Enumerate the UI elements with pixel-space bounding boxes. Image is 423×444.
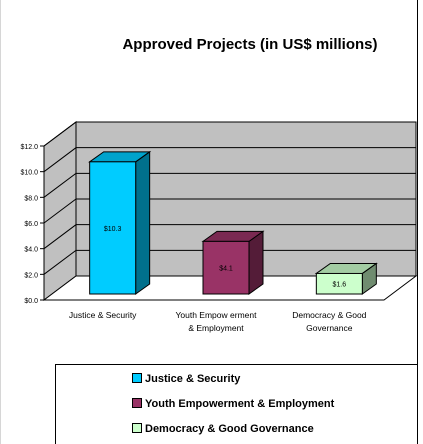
plot-area: $0.0 $2.0 $4.0 $6.0 $8.0 $10.0 $12.0 $10.3 $4.1… bbox=[20, 121, 418, 333]
legend: Justice & Security Youth Empowerment & E… bbox=[55, 364, 417, 444]
bar-youth: $4.1 bbox=[201, 230, 265, 295]
bar-justice: $10.3 bbox=[88, 150, 152, 295]
frame-border-right bbox=[417, 0, 418, 444]
gridline bbox=[43, 121, 416, 147]
y-tick-label: $12.0 bbox=[20, 144, 38, 151]
bar-side bbox=[135, 150, 151, 295]
legend-swatch-youth bbox=[132, 398, 142, 408]
gridline bbox=[43, 249, 416, 275]
chart-title: Approved Projects (in US$ millions) bbox=[122, 36, 378, 53]
legend-swatch-democracy bbox=[132, 423, 142, 433]
bar-front bbox=[202, 240, 250, 295]
x-tick-label: & Employment bbox=[188, 323, 244, 333]
frame-border-left bbox=[0, 0, 1, 444]
legend-item-democracy: Democracy & Good Governance bbox=[132, 423, 314, 435]
bar-front bbox=[315, 272, 363, 295]
bar-democracy: $1.6 bbox=[314, 262, 378, 295]
data-label: $4.1 bbox=[219, 266, 233, 273]
gridline bbox=[43, 147, 416, 173]
gridlines bbox=[43, 121, 416, 275]
gridline bbox=[43, 198, 416, 224]
y-tick-label: $8.0 bbox=[24, 195, 38, 202]
legend-swatch-justice bbox=[132, 373, 142, 383]
legend-item-youth: Youth Empowerment & Employment bbox=[132, 398, 334, 410]
legend-label-justice: Justice & Security bbox=[145, 373, 241, 385]
bars: $10.3 $4.1 $1.6 bbox=[88, 150, 378, 295]
x-tick-label: Governance bbox=[306, 323, 353, 333]
bar-front bbox=[89, 161, 137, 295]
y-tick-label: $6.0 bbox=[24, 221, 38, 228]
y-axis-ticks: $0.0 $2.0 $4.0 $6.0 $8.0 $10.0 $12.0 bbox=[20, 144, 44, 305]
y-tick-label: $4.0 bbox=[24, 247, 38, 254]
legend-item-justice: Justice & Security bbox=[132, 373, 240, 385]
data-label: $1.6 bbox=[333, 282, 347, 289]
y-tick-label: $10.0 bbox=[20, 170, 38, 177]
x-tick-label: Democracy & Good bbox=[292, 310, 366, 320]
legend-label-democracy: Democracy & Good Governance bbox=[145, 423, 314, 435]
y-tick-label: $0.0 bbox=[24, 298, 38, 305]
x-tick-label: Justice & Security bbox=[69, 310, 137, 320]
y-tick-label: $2.0 bbox=[24, 272, 38, 279]
data-label: $10.3 bbox=[104, 226, 122, 233]
legend-label-youth: Youth Empowerment & Employment bbox=[145, 398, 335, 410]
bar-side bbox=[248, 230, 264, 295]
x-axis-labels: Justice & Security Youth Empow erment & Em… bbox=[69, 310, 367, 333]
gridline bbox=[43, 224, 416, 250]
gridline bbox=[43, 172, 416, 198]
x-tick-label: Youth Empow erment bbox=[176, 310, 258, 320]
